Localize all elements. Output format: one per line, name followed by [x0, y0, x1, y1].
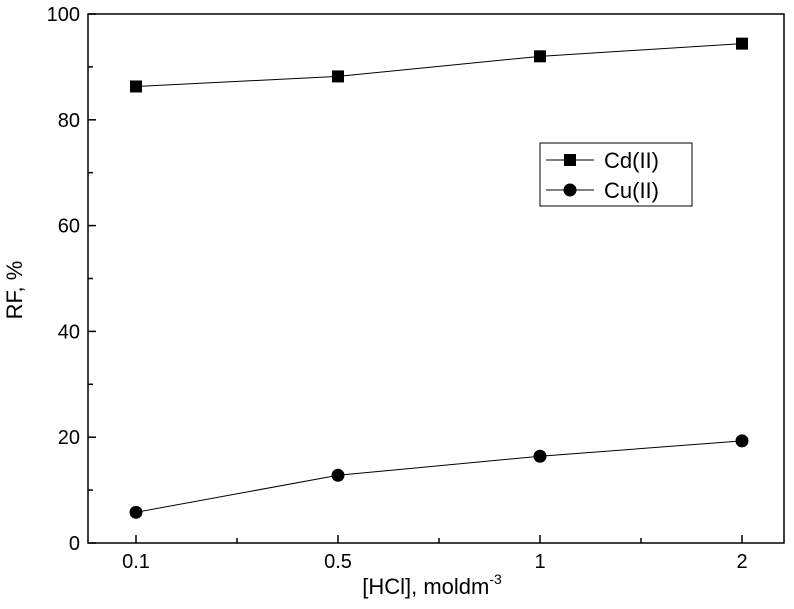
data-point-cdii: [534, 50, 546, 63]
data-point-cuii: [331, 468, 345, 482]
data-point-cuii: [735, 434, 749, 448]
series-line-cdii: [135, 43, 743, 87]
series-line-cuii: [135, 440, 743, 513]
data-point-cuii: [533, 449, 547, 463]
y-axis-title: RF, %: [2, 261, 27, 320]
legend: Cd(II) Cu(II): [539, 142, 693, 207]
legend-box: [539, 142, 693, 207]
y-tick-label: 0: [69, 533, 80, 555]
legend-label-cu: Cu(II): [604, 178, 659, 203]
legend-marker-cd: [564, 154, 576, 166]
data-point-cdii: [332, 70, 344, 83]
legend-marker-cu: [563, 183, 577, 197]
x-tick-label: 1: [534, 551, 545, 573]
x-tick-label: 0.5: [324, 551, 352, 573]
series-layer: [129, 37, 749, 519]
y-tick-label: 60: [58, 216, 80, 238]
legend-label-cd: Cd(II): [604, 148, 659, 173]
y-tick-label: 100: [47, 4, 80, 26]
plot-frame: [87, 13, 785, 544]
data-point-cdii: [130, 80, 142, 93]
x-tick-label: 2: [736, 551, 747, 573]
x-axis-title-main: [HCl], moldm: [362, 574, 489, 599]
x-tick-label: 0.1: [122, 551, 150, 573]
data-point-cdii: [736, 37, 748, 50]
y-tick-label: 20: [58, 427, 80, 449]
y-tick-label: 40: [58, 321, 80, 343]
x-axis-title-exponent: -3: [489, 571, 502, 587]
ticks-layer: 0 20 40 60 80 100 0.1 0.5 1 2: [47, 4, 748, 573]
data-point-cuii: [129, 505, 143, 519]
y-tick-label: 80: [58, 110, 80, 132]
x-axis-title: [HCl], moldm-3: [362, 571, 502, 599]
